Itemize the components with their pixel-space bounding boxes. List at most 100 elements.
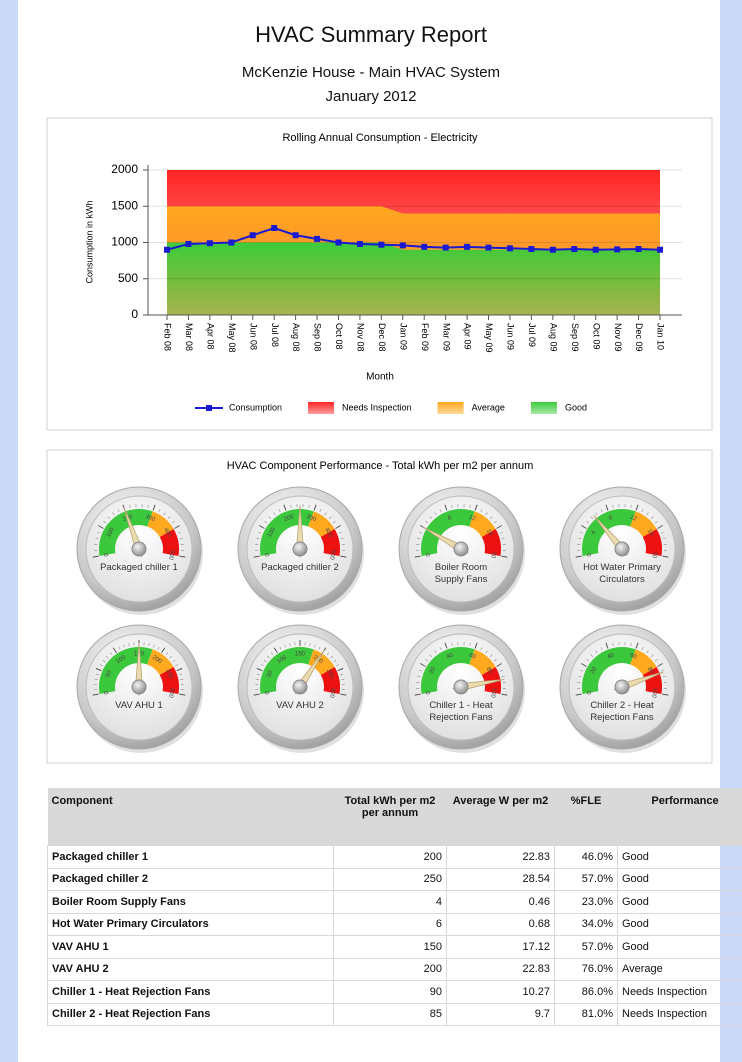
gauge-minor-tick — [641, 509, 644, 513]
table-cell: 23.0% — [554, 890, 618, 914]
x-tick-label: Feb 09 — [420, 323, 430, 351]
gauge-band — [642, 529, 663, 556]
y-tick-label: 2000 — [111, 162, 138, 176]
gauge-tick — [176, 667, 183, 672]
gauge-label: Packaged chiller 2 — [261, 562, 339, 573]
gauge-minor-tick — [630, 642, 632, 646]
x-tick-label: Feb 08 — [163, 323, 173, 351]
point — [528, 246, 535, 253]
gauge-minor-tick — [255, 678, 259, 681]
x-tick-label: Sep 09 — [570, 323, 580, 352]
legend-swatch — [437, 402, 464, 414]
table-cell: 10.27 — [446, 980, 555, 1004]
gauge-minor-tick — [439, 647, 442, 651]
gauge-minor-tick — [425, 521, 429, 524]
table-cell: 90 — [333, 980, 447, 1004]
gauge-minor-tick — [264, 521, 268, 524]
table-cell: 28.54 — [446, 867, 555, 891]
gauge-band — [159, 667, 179, 694]
gauge-minor-tick — [273, 512, 276, 516]
gauge-minor-tick — [580, 669, 584, 672]
gauge-hub — [292, 541, 308, 557]
column-header: %FLE — [554, 788, 618, 846]
area — [167, 242, 660, 315]
gauge-minor-tick — [600, 647, 603, 651]
gauge-minor-tick — [417, 537, 421, 540]
gauge-minor-tick — [434, 650, 437, 654]
gauge-minor-tick — [429, 516, 433, 519]
gauge-band — [421, 647, 475, 694]
point — [378, 241, 385, 248]
legend-label: Consumption — [229, 402, 282, 412]
point — [657, 246, 663, 253]
gauge-tick — [340, 555, 347, 558]
table-cell: Needs Inspection — [617, 1002, 742, 1026]
gauge-tick — [414, 555, 421, 558]
x-tick-label: Apr 09 — [463, 323, 473, 350]
gauge-minor-tick — [328, 516, 332, 519]
column-header: Component — [47, 788, 334, 846]
x-tick-label: Mar 09 — [441, 323, 451, 351]
table-cell: Good — [617, 890, 742, 914]
gauge-label: Hot Water Primary Circulators — [583, 562, 661, 585]
gauge-tick-label: 250 — [325, 668, 335, 680]
table-row: Packaged chiller 2 250 28.54 57.0% Good — [47, 867, 742, 891]
gauge-tick-label: 100 — [115, 654, 127, 665]
gauge-minor-tick — [314, 644, 316, 648]
gauge-minor-tick — [333, 659, 337, 663]
x-tick-label: Aug 08 — [291, 323, 301, 352]
gauge-tick-label: 100 — [276, 654, 288, 665]
gauge-tick-label: 300 — [305, 514, 317, 523]
gauge-minor-tick — [258, 531, 262, 534]
gauge-band — [260, 647, 314, 694]
legend-label: Good — [565, 402, 587, 412]
table-cell: Average — [617, 957, 742, 981]
gauge-hub — [131, 679, 147, 695]
gauge-minor-tick — [451, 642, 453, 646]
table-cell: 17.12 — [446, 935, 555, 959]
gauge-tick — [605, 642, 609, 649]
gauge-minor-tick — [480, 509, 483, 513]
gauge-label: VAV AHU 1 — [115, 700, 163, 711]
gauge-tick — [95, 667, 102, 672]
gauge-minor-tick — [270, 652, 274, 656]
x-tick-label: Sep 08 — [313, 323, 323, 352]
table-cell: 4 — [333, 890, 447, 914]
x-tick-label: Oct 08 — [334, 323, 344, 350]
x-tick-label: Jun 08 — [248, 323, 258, 350]
gauge-minor-tick — [95, 537, 99, 540]
gauge-tick-label: 150 — [295, 652, 306, 658]
gauge-minor-tick — [165, 652, 169, 656]
gauge-band — [581, 509, 636, 556]
report-period: January 2012 — [325, 88, 417, 105]
gauge-label: VAV AHU 2 — [276, 700, 324, 711]
table-header: Component Total kWh per m2 per annum Avera… — [47, 788, 742, 846]
gauge-band — [320, 667, 340, 694]
gauge-minor-tick — [654, 521, 658, 524]
y-tick-label: 1500 — [111, 198, 138, 212]
gauge-band — [481, 529, 501, 556]
gauge-tick-label: 60 — [629, 653, 638, 661]
gauge-minor-tick — [332, 521, 336, 524]
gauge-minor-tick — [590, 516, 594, 519]
gauge-tick — [313, 504, 317, 511]
gauge-minor-tick — [95, 673, 99, 676]
table-cell: 46.0% — [554, 845, 618, 869]
legend-swatch — [530, 402, 557, 414]
table-cell: 9.7 — [446, 1002, 555, 1026]
gauge-minor-tick — [578, 675, 582, 678]
gauge-hub — [453, 679, 469, 695]
gauge-tick — [98, 525, 104, 529]
gauge-minor-tick — [469, 642, 471, 646]
table-cell: Good — [617, 912, 742, 936]
gauge-minor-tick — [578, 537, 582, 540]
x-tick-label: Jun 09 — [506, 323, 516, 350]
y-tick-label: 1000 — [111, 235, 138, 249]
table-cell: Chiller 1 - Heat Rejection Fans — [47, 980, 334, 1004]
table-cell: 76.0% — [554, 957, 618, 981]
gauge-tick-label: 400 — [323, 527, 334, 539]
gauge-tick-label: 16 — [646, 528, 655, 537]
x-axis-label: Month — [366, 372, 394, 383]
gauge-hub — [453, 541, 469, 557]
